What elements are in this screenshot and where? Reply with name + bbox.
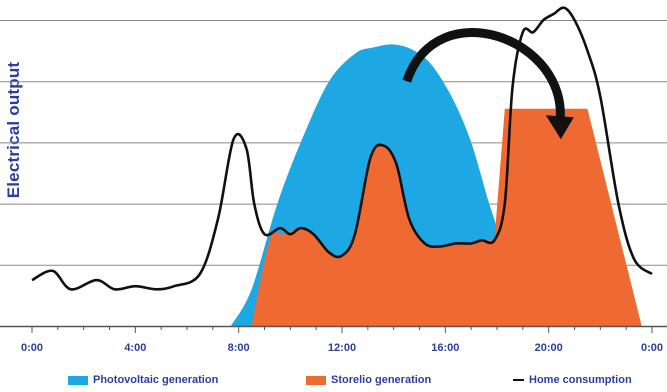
legend-item-home-consumption: Home consumption bbox=[513, 374, 632, 386]
x-tick-label-4: 16:00 bbox=[431, 342, 459, 354]
legend: Photovoltaic generation Storelio generat… bbox=[0, 372, 667, 390]
legend-swatch-storelio bbox=[306, 375, 326, 385]
area-chart: 0:00 4:00 8:00 12:00 16:00 20:00 0:00 bbox=[0, 6, 667, 354]
x-tick-label-2: 8:00 bbox=[228, 342, 250, 354]
legend-swatch-photovoltaic bbox=[68, 375, 88, 385]
x-tick-label-3: 12:00 bbox=[328, 342, 356, 354]
x-tick-label-1: 4:00 bbox=[124, 342, 146, 354]
area-series bbox=[230, 44, 642, 326]
legend-label-home-consumption: Home consumption bbox=[529, 374, 632, 386]
home-consumption-line bbox=[31, 6, 653, 291]
curved-arrow-head bbox=[545, 115, 574, 140]
legend-item-photovoltaic: Photovoltaic generation bbox=[68, 374, 218, 386]
legend-label-photovoltaic: Photovoltaic generation bbox=[93, 374, 219, 386]
x-tick-label-6: 0:00 bbox=[641, 342, 663, 354]
x-tick-label-0: 0:00 bbox=[21, 342, 43, 354]
line-series bbox=[31, 6, 653, 291]
legend-swatch-home-consumption bbox=[513, 379, 524, 381]
x-axis: 0:00 4:00 8:00 12:00 16:00 20:00 0:00 bbox=[0, 325, 667, 354]
x-tick-label-5: 20:00 bbox=[535, 342, 563, 354]
curved-arrow-shaft bbox=[402, 28, 565, 124]
legend-label-storelio: Storelio generation bbox=[331, 374, 432, 386]
storelio-generation-area bbox=[251, 108, 642, 326]
annotation-layer bbox=[402, 28, 574, 140]
legend-item-storelio: Storelio generation bbox=[306, 374, 431, 386]
